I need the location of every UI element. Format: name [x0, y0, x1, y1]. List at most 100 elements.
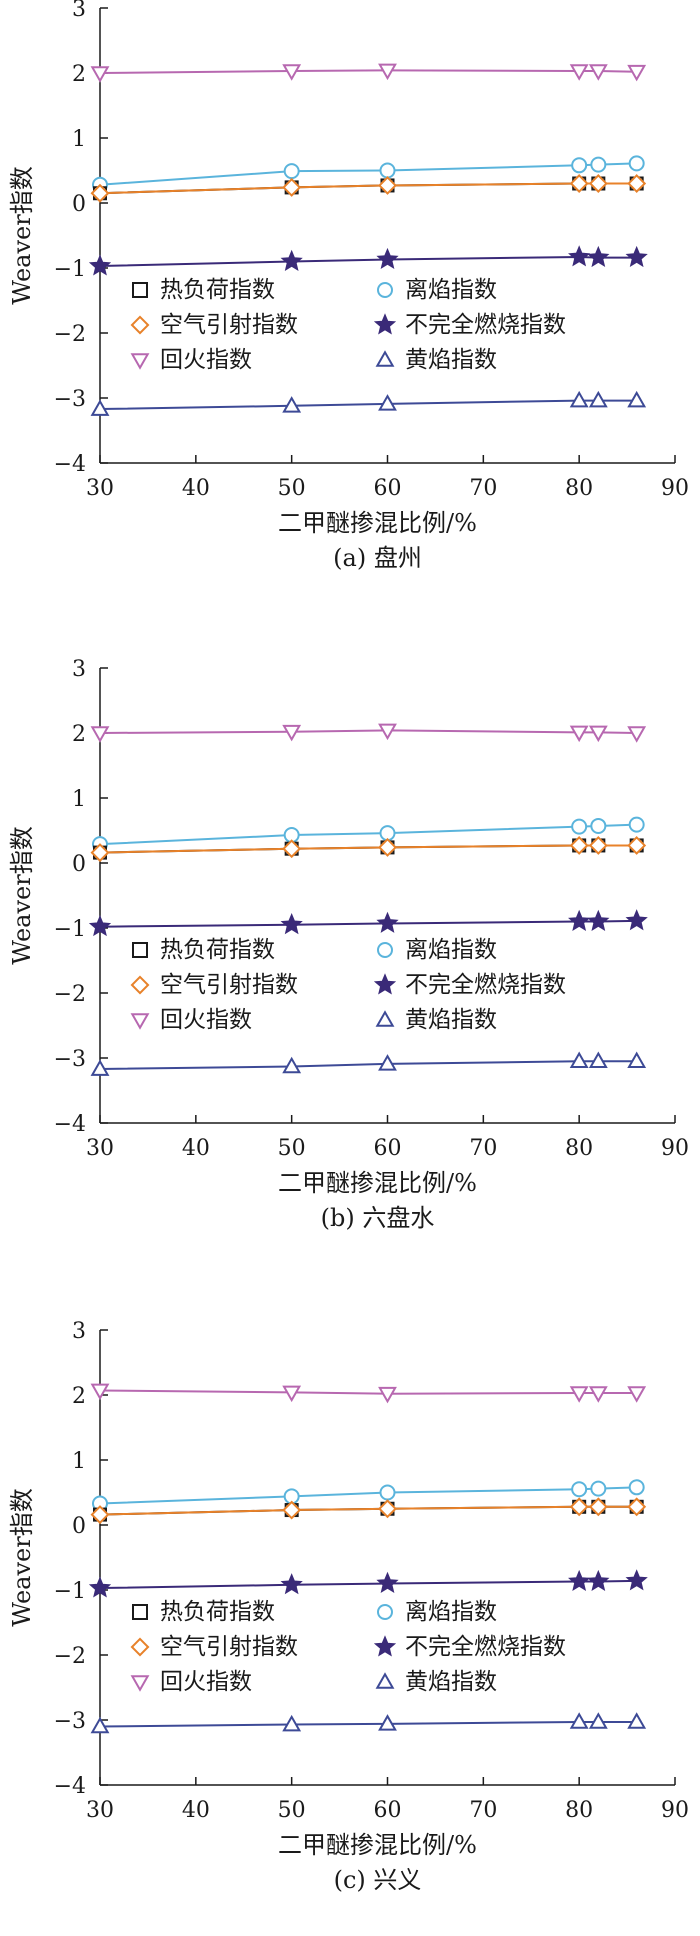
legend-marker	[377, 942, 393, 958]
data-point-6	[627, 1712, 647, 1729]
x-tick-label: 30	[86, 1798, 114, 1823]
y-tick-label: 3	[72, 0, 86, 22]
legend-marker	[130, 975, 150, 995]
data-point-2	[571, 818, 588, 835]
series-line-2	[99, 823, 637, 846]
data-point-2	[628, 1479, 645, 1496]
data-point-4	[88, 1576, 112, 1598]
y-tick-label: 3	[72, 1319, 86, 1344]
y-tick-label: −1	[54, 917, 86, 942]
data-point-2	[628, 155, 645, 172]
data-point-4	[625, 909, 648, 931]
x-tick-label: 80	[565, 1798, 593, 1823]
data-point-5	[378, 1386, 397, 1404]
legend-label: 热负荷指数	[160, 937, 275, 963]
legend-label: 回火指数	[160, 1007, 252, 1033]
legend-marker	[375, 1672, 395, 1689]
legend-label: 不完全燃烧指数	[405, 972, 566, 998]
x-tick-label: 60	[374, 1136, 402, 1161]
legend-marker	[375, 350, 395, 367]
x-axis-label: 二甲醚掺混比例/%	[278, 509, 477, 537]
data-point-4	[625, 1569, 648, 1591]
x-tick-label: 60	[374, 1798, 402, 1823]
series-line-4	[99, 919, 637, 928]
data-point-5	[588, 1386, 608, 1403]
chart-panel-1: 3 2 1 0 −1 −2 −3 −430 40 50 60 70 80 90 二甲醚掺混比例/% Weave…	[8, 0, 689, 572]
y-tick-label: 0	[72, 192, 86, 217]
data-point-4	[587, 909, 610, 931]
data-point-6	[378, 1054, 397, 1071]
x-tick-label: 90	[661, 476, 689, 501]
chart-panel-3: 3 2 1 0 −1 −2 −3 −430 40 50 60 70 80 90 二甲醚掺混比例/% Weave…	[8, 1319, 689, 1894]
data-point-5	[282, 724, 302, 742]
data-point-5	[90, 726, 110, 743]
data-point-6	[282, 396, 302, 413]
data-point-6	[378, 1714, 397, 1731]
x-tick-label: 70	[469, 1136, 497, 1161]
x-tick-label: 80	[565, 1136, 593, 1161]
legend-marker	[373, 313, 397, 335]
data-point-3	[569, 174, 589, 193]
y-tick-label: −3	[54, 387, 86, 412]
data-point-5	[282, 64, 302, 81]
data-point-4	[587, 245, 610, 268]
data-point-3	[378, 1499, 397, 1519]
data-point-6	[588, 1051, 608, 1069]
data-point-3	[627, 835, 647, 855]
chart-caption: (a) 盘州	[333, 544, 422, 572]
y-tick-label: −2	[54, 1644, 86, 1669]
data-point-3	[627, 1497, 647, 1517]
data-point-3	[90, 1505, 110, 1525]
legend-marker	[377, 282, 393, 298]
x-tick-label: 40	[182, 1798, 210, 1823]
data-point-3	[282, 1500, 302, 1520]
y-tick-label: 1	[72, 127, 86, 152]
data-point-4	[568, 909, 591, 931]
data-point-5	[569, 64, 589, 81]
data-point-4	[88, 254, 112, 276]
legend-label: 热负荷指数	[160, 277, 275, 303]
legend-label: 不完全燃烧指数	[405, 1634, 566, 1660]
y-tick-label: 1	[72, 1449, 86, 1474]
data-point-2	[379, 162, 396, 179]
data-point-5	[90, 66, 110, 83]
y-tick-label: −3	[54, 1709, 86, 1734]
data-point-6	[627, 1051, 647, 1069]
y-tick-label: −4	[54, 1774, 86, 1799]
series-line-4	[99, 255, 637, 268]
series-line-6	[99, 399, 637, 411]
data-point-5	[588, 64, 608, 81]
data-point-2	[283, 163, 300, 180]
data-point-4	[568, 1569, 591, 1592]
series-line-3	[99, 1505, 637, 1516]
data-point-2	[590, 156, 607, 173]
x-tick-label: 80	[565, 476, 593, 501]
data-point-3	[378, 175, 397, 195]
legend-marker	[377, 1604, 393, 1620]
legend-label: 离焰指数	[405, 1599, 497, 1625]
legend-marker	[375, 1010, 395, 1027]
data-point-3	[569, 835, 589, 855]
data-point-3	[588, 174, 608, 193]
data-point-3	[282, 177, 302, 197]
data-point-3	[569, 1497, 589, 1517]
series-line-3	[99, 182, 637, 195]
legend-marker	[130, 353, 150, 370]
legend-label: 离焰指数	[405, 937, 497, 963]
data-point-6	[90, 1059, 110, 1076]
legend-label: 回火指数	[160, 347, 252, 373]
legend-label: 回火指数	[160, 1669, 252, 1695]
data-point-2	[590, 1480, 607, 1497]
x-tick-label: 40	[182, 476, 210, 501]
data-point-3	[588, 1497, 608, 1517]
y-tick-label: −4	[54, 1112, 86, 1137]
data-point-6	[282, 1056, 302, 1074]
legend-marker	[130, 1675, 150, 1692]
data-point-4	[568, 245, 591, 267]
legend-label: 黄焰指数	[405, 1669, 497, 1695]
y-tick-label: −1	[54, 1579, 86, 1604]
y-axis-label: Weaver指数	[8, 826, 36, 964]
